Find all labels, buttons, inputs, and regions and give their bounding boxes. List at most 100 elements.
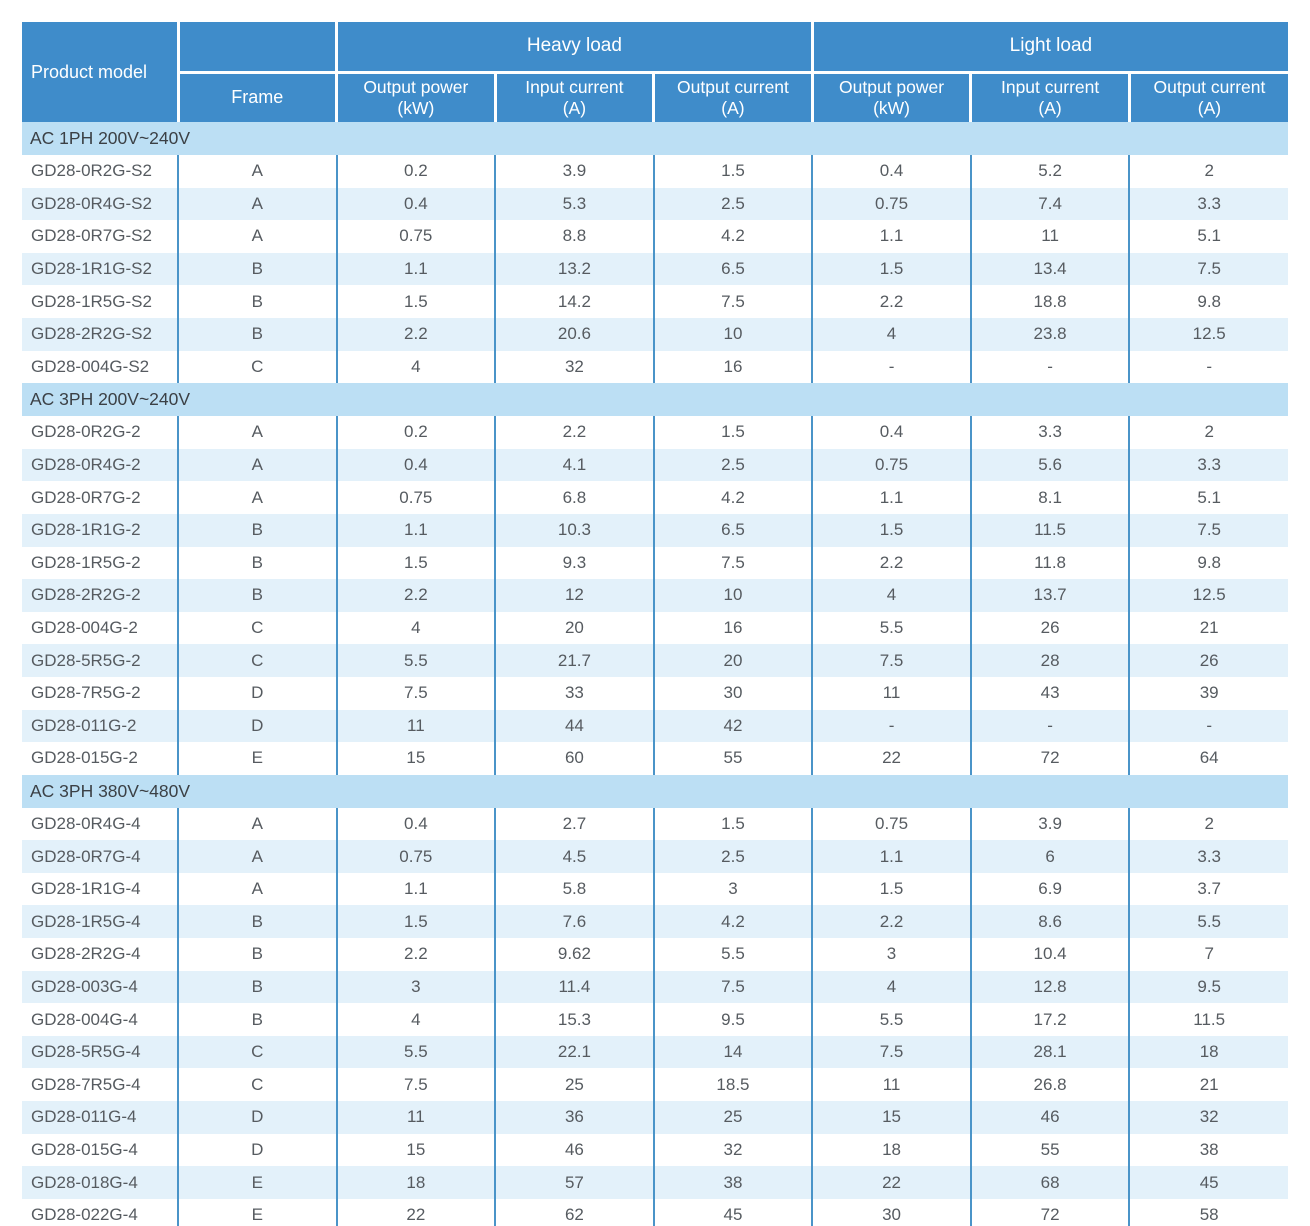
value-cell: A <box>177 481 337 514</box>
product-model-cell: GD28-2R2G-2 <box>22 579 178 612</box>
value-cell: 22 <box>811 1166 971 1199</box>
table-row: GD28-2R2G-S2 B 2.2 20.6 10 4 23.8 12.5 <box>22 317 1288 351</box>
column-header-unit: (A) <box>562 97 587 118</box>
product-model-cell: GD28-0R7G-4 <box>22 840 178 873</box>
value-cell: A <box>177 187 337 221</box>
product-model-cell: GD28-003G-4 <box>22 970 178 1004</box>
value-cell: D <box>177 709 337 743</box>
value-cell: 2.5 <box>652 840 813 873</box>
table-row: GD28-015G-2 E 15 60 55 22 72 64 <box>22 742 1288 775</box>
table-row: GD28-2R2G-4 B 2.2 9.62 5.5 3 10.4 7 <box>22 938 1288 971</box>
value-cell: 6 <box>969 840 1130 873</box>
product-model-cell: GD28-1R5G-S2 <box>22 285 178 318</box>
product-model-cell: GD28-0R4G-2 <box>22 448 178 482</box>
value-cell: 17.2 <box>969 1003 1130 1036</box>
value-cell: 0.4 <box>335 187 496 221</box>
value-cell: 3.3 <box>1128 448 1288 482</box>
value-cell: 22.1 <box>494 1035 654 1069</box>
product-model-cell: GD28-5R5G-2 <box>22 644 178 677</box>
value-cell: B <box>177 1003 337 1036</box>
product-model-cell: GD28-022G-4 <box>22 1198 178 1226</box>
value-cell: 10.3 <box>494 513 654 547</box>
section-header-row: AC 3PH 200V~240V <box>22 383 1288 417</box>
value-cell: 15 <box>335 742 496 775</box>
value-cell: B <box>177 546 337 580</box>
product-model-cell: GD28-7R5G-4 <box>22 1068 178 1102</box>
value-cell: A <box>177 807 337 841</box>
value-cell: 42 <box>652 709 813 743</box>
value-cell: 3.9 <box>969 807 1130 841</box>
product-model-cell: GD28-0R7G-S2 <box>22 220 178 253</box>
value-cell: 58 <box>1128 1198 1288 1226</box>
value-cell: 45 <box>1128 1166 1288 1199</box>
value-cell: 18 <box>335 1166 496 1199</box>
table-row: GD28-7R5G-4 C 7.5 25 18.5 11 26.8 21 <box>22 1068 1288 1102</box>
value-cell: 13.7 <box>969 579 1130 612</box>
value-cell: 1.1 <box>811 220 971 253</box>
table-section: AC 1PH 200V~240V GD28-0R2G-S2 A 0.2 3.9 1.5 0.… <box>22 122 1288 384</box>
column-header-unit: (kW) <box>397 97 435 118</box>
value-cell: 2 <box>1128 807 1288 841</box>
product-model-cell: GD28-0R4G-S2 <box>22 187 178 221</box>
product-model-cell: GD28-1R5G-2 <box>22 546 178 580</box>
value-cell: 4 <box>811 317 971 351</box>
value-cell: 6.8 <box>494 481 654 514</box>
table-row: GD28-5R5G-2 C 5.5 21.7 20 7.5 28 26 <box>22 644 1288 677</box>
value-cell: E <box>177 1198 337 1226</box>
product-model-cell: GD28-018G-4 <box>22 1166 178 1199</box>
value-cell: 4.5 <box>494 840 654 873</box>
table-row: GD28-0R7G-2 A 0.75 6.8 4.2 1.1 8.1 5.1 <box>22 481 1288 514</box>
value-cell: 4 <box>335 1003 496 1036</box>
value-cell: 55 <box>969 1133 1130 1167</box>
value-cell: 7 <box>1128 938 1288 971</box>
value-cell: 12.5 <box>1128 317 1288 351</box>
value-cell: B <box>177 252 337 286</box>
value-cell: 3.3 <box>969 416 1130 449</box>
value-cell: 2.2 <box>335 938 496 971</box>
column-header-light-input-current: Input current (A) <box>969 70 1130 122</box>
value-cell: 5.5 <box>1128 905 1288 939</box>
column-header-unit: (A) <box>721 97 745 118</box>
value-cell: - <box>811 350 971 384</box>
value-cell: 6.5 <box>652 252 813 286</box>
value-cell: B <box>177 317 337 351</box>
product-model-cell: GD28-0R2G-2 <box>22 416 178 449</box>
value-cell: 26 <box>969 611 1130 645</box>
value-cell: C <box>177 644 337 677</box>
table-row: GD28-7R5G-2 D 7.5 33 30 11 43 39 <box>22 676 1288 710</box>
product-model-cell: GD28-011G-4 <box>22 1101 178 1134</box>
value-cell: 11.5 <box>969 513 1130 547</box>
value-cell: - <box>1128 350 1288 384</box>
product-model-cell: GD28-015G-2 <box>22 742 178 775</box>
value-cell: 38 <box>1128 1133 1288 1167</box>
column-header-frame: Frame <box>176 70 337 122</box>
value-cell: 1.5 <box>811 513 971 547</box>
column-header-title: Output power <box>839 77 945 98</box>
value-cell: 5.5 <box>335 644 496 677</box>
value-cell: 28 <box>969 644 1130 677</box>
value-cell: 2.2 <box>811 546 971 580</box>
value-cell: 30 <box>652 676 813 710</box>
product-model-cell: GD28-7R5G-2 <box>22 676 178 710</box>
product-model-cell: GD28-011G-2 <box>22 709 178 743</box>
value-cell: 11.5 <box>1128 1003 1288 1036</box>
section-header-label: AC 3PH 200V~240V <box>22 383 1288 417</box>
value-cell: 20 <box>652 644 813 677</box>
table-row: GD28-004G-4 B 4 15.3 9.5 5.5 17.2 11.5 <box>22 1003 1288 1036</box>
value-cell: 8.6 <box>969 905 1130 939</box>
value-cell: 13.4 <box>969 252 1130 286</box>
value-cell: 9.62 <box>494 938 654 971</box>
value-cell: A <box>177 155 337 188</box>
value-cell: 10.4 <box>969 938 1130 971</box>
value-cell: 2.2 <box>335 579 496 612</box>
value-cell: 16 <box>652 611 813 645</box>
value-cell: 1.1 <box>811 840 971 873</box>
table-row: GD28-004G-S2 C 4 32 16- - - <box>22 350 1288 384</box>
value-cell: 1.5 <box>811 252 971 286</box>
value-cell: 12.8 <box>969 970 1130 1004</box>
value-cell: 68 <box>969 1166 1130 1199</box>
column-header-unit: (A) <box>1197 97 1222 118</box>
value-cell: 0.75 <box>811 187 971 221</box>
section-header-label: AC 1PH 200V~240V <box>22 122 1288 155</box>
